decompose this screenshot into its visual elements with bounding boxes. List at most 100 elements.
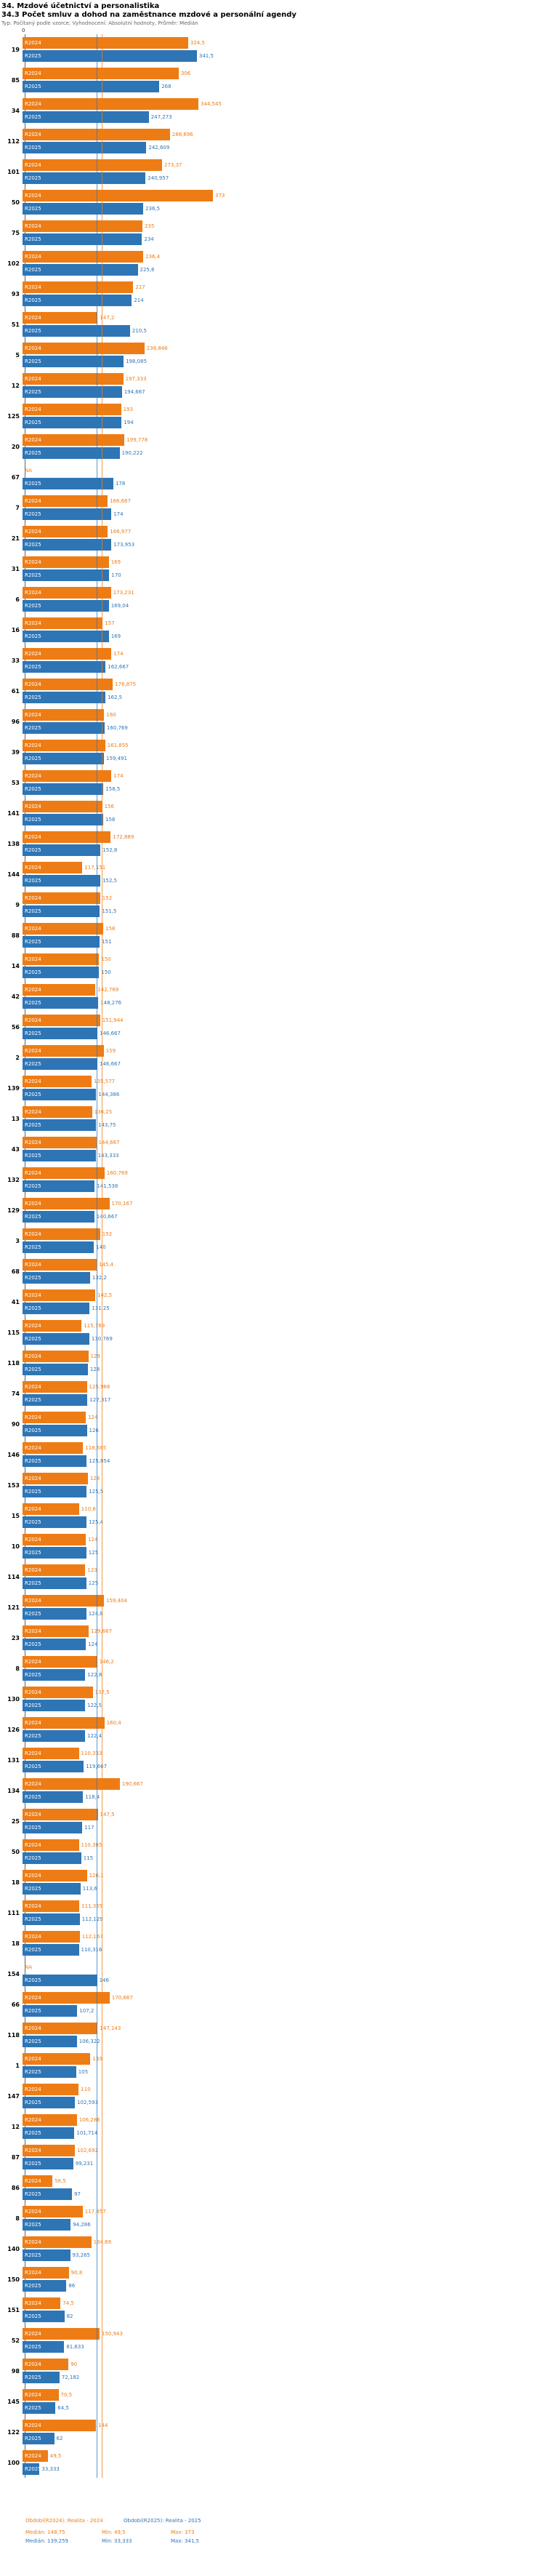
- bar-row: 43 R2024 144,667 R2025 143,333: [0, 1134, 545, 1164]
- bar-pair: R2024 373 R2025 236,5: [23, 190, 545, 215]
- bar-value-label: 117: [84, 1825, 94, 1831]
- bar-value-label: 140: [96, 1244, 106, 1250]
- bar-row: 18 R2024 126,1 R2025 113,6: [0, 1867, 545, 1897]
- bar-row: 8 R2024 146,2 R2025 122,8: [0, 1653, 545, 1684]
- bar-r2025: R2025: [23, 936, 100, 948]
- bar-line-r2024: R2024 166,977: [23, 526, 545, 537]
- bar-line-r2024: R2024 128: [23, 1473, 545, 1484]
- row-id-label: 1: [15, 2062, 20, 2069]
- bar-line-r2025: R2025 131,25: [23, 1303, 545, 1314]
- bar-pair: R2024 124 R2025 126: [23, 1412, 545, 1436]
- bar-r2024: R2024: [23, 1015, 100, 1026]
- bar-value-label: 110,8: [81, 1506, 96, 1512]
- bar-value-label: 105: [78, 2069, 89, 2075]
- bar-line-r2025: R2025 126: [23, 1425, 545, 1436]
- bar-value-label: 162,5: [108, 695, 123, 700]
- bar-r2024: R2024: [23, 648, 112, 660]
- row-id-label: 13: [11, 1115, 20, 1122]
- row-id-label: 31: [11, 565, 20, 572]
- bar-series-tag: R2024: [25, 1048, 41, 1054]
- bar-row: 146 R2024 118,585 R2025 125,854: [0, 1439, 545, 1470]
- bar-series-tag: R2025: [25, 2375, 41, 2380]
- bar-series-tag: R2025: [25, 664, 41, 670]
- bar-series-tag: R2025: [25, 267, 41, 273]
- bar-row: 66 R2024 170,667 R2025 107,2: [0, 1989, 545, 2020]
- bar-series-tag: R2024: [25, 345, 41, 351]
- bar-value-label: 194,667: [124, 389, 145, 395]
- bar-pair: R2024 170,667 R2025 107,2: [23, 1992, 545, 2017]
- bar-series-tag: R2025: [25, 1580, 41, 1586]
- bar-value-label: 156: [104, 804, 114, 809]
- row-id-label: 100: [7, 2459, 20, 2466]
- bar-series-tag: R2025: [25, 1122, 41, 1128]
- bar-series-tag: R2025: [25, 145, 41, 151]
- chart-note: Typ: Počítaný podle vzorce; Vyhodnocení:…: [1, 20, 198, 26]
- bar-line-r2025: R2025 125,854: [23, 1455, 545, 1467]
- bar-line-r2025: R2025 125: [23, 1547, 545, 1559]
- bar-pair: R2024 90 R2025 72,182: [23, 2359, 545, 2383]
- bar-row: 88 R2024 158 R2025 151: [0, 920, 545, 951]
- bar-value-label: 134,69: [93, 2239, 112, 2245]
- bar-row: 118 R2024 147,143 R2025 106,322: [0, 2020, 545, 2050]
- bar-value-label: 94,286: [73, 2222, 91, 2228]
- bar-value-label: 124: [88, 1415, 98, 1420]
- bar-line-r2024: R2024 90,8: [23, 2267, 545, 2279]
- row-id-label: 144: [7, 871, 20, 878]
- bar-value-label: 150,943: [102, 2331, 123, 2337]
- bar-pair: R2024 160,769 R2025 141,538: [23, 1167, 545, 1192]
- bar-value-label: 143,333: [97, 1153, 119, 1159]
- bar-r2024: R2024: [23, 1870, 87, 1881]
- bar-series-tag: R2024: [25, 1262, 41, 1268]
- bar-series-tag: R2024: [25, 590, 41, 596]
- row-id-label: 74: [11, 1390, 20, 1397]
- bar-line-r2024: R2024 147,143: [23, 2023, 545, 2034]
- bar-line-r2024: R2024 110,8: [23, 1503, 545, 1515]
- bar-pair: R2024 144,667 R2025 143,333: [23, 1137, 545, 1161]
- bar-row: 121 R2024 159,404 R2025 124,8: [0, 1592, 545, 1623]
- row-id-label: 50: [11, 199, 20, 206]
- row-id-label: 75: [11, 229, 20, 236]
- legend-label-r2024: Období(R2024): Realita - 2024: [25, 2518, 103, 2524]
- bar-line-r2024: R2024 197,333: [23, 373, 545, 385]
- bar-series-tag: R2024: [25, 101, 41, 107]
- bar-line-r2024: R2024 160,4: [23, 1717, 545, 1729]
- row-id-label: 126: [7, 1726, 20, 1733]
- bar-line-r2024: R2024 324,5: [23, 37, 545, 49]
- bar-row: 1 R2024 133 R2025 105: [0, 2050, 545, 2081]
- bar-r2025: R2025: [23, 1608, 86, 1620]
- bar-pair: R2024 166,977 R2025 173,953: [23, 526, 545, 551]
- bar-value-label: 124: [88, 1641, 98, 1647]
- bar-row: 98 R2024 90 R2025 72,182: [0, 2356, 545, 2386]
- bar-pair: R2024 110 R2025 102,593: [23, 2084, 545, 2108]
- bar-line-r2024: R2024 150,943: [23, 2328, 545, 2340]
- bar-pair: R2024 344,545 R2025 247,273: [23, 98, 545, 123]
- bar-line-r2024: R2024 137,5: [23, 1687, 545, 1698]
- bar-value-label: 106,286: [78, 2117, 100, 2123]
- bar-series-tag: R2025: [25, 1764, 41, 1769]
- bar-row: 145 R2024 70,5 R2025 64,5: [0, 2386, 545, 2417]
- bar-r2025: R2025: [23, 2188, 73, 2200]
- bar-value-label: 112,129: [81, 1916, 103, 1922]
- bar-r2025: R2025: [23, 1364, 88, 1375]
- bar-line-r2025: R2025 210,5: [23, 325, 545, 337]
- bar-r2025: R2025: [23, 1913, 80, 1925]
- bar-r2025: R2025: [23, 1241, 94, 1253]
- bar-line-r2024: R2024 170,167: [23, 1198, 545, 1209]
- bar-series-tag: R2024: [25, 40, 41, 46]
- bar-r2024: R2024: [23, 1320, 82, 1332]
- row-id-label: 50: [11, 1848, 20, 1855]
- bar-line-r2024: R2024 110,333: [23, 1748, 545, 1759]
- bar-value-label: 151: [102, 939, 112, 945]
- row-id-label: 125: [7, 412, 20, 420]
- bar-row: 16 R2024 157 R2025 169: [0, 615, 545, 645]
- bar-value-label: 169: [110, 633, 121, 639]
- bar-line-r2024: R2024 147,5: [23, 1809, 545, 1820]
- bar-line-r2024: R2024 117,151: [23, 862, 545, 873]
- bar-row: 86 R2024 58,5 R2025 97: [0, 2172, 545, 2203]
- bar-value-label: 151,5: [102, 908, 117, 914]
- bar-row: 90 R2024 124 R2025 126: [0, 1409, 545, 1439]
- bar-line-r2025: R2025 268: [23, 81, 545, 92]
- bar-value-label: 170,667: [111, 1995, 133, 2001]
- bar-row: 9 R2024 152 R2025 151,5: [0, 889, 545, 920]
- x-axis-zero-tick: 0: [22, 28, 25, 33]
